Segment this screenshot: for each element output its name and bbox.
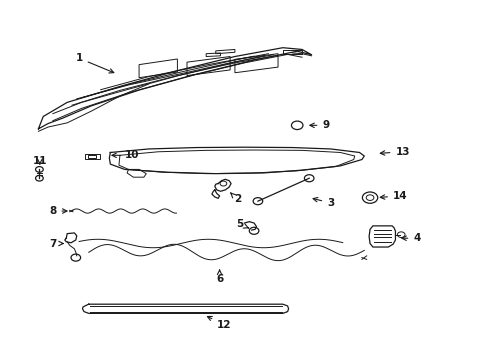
Text: 8: 8 — [49, 206, 67, 216]
Text: 14: 14 — [380, 191, 407, 201]
Text: 4: 4 — [401, 233, 420, 243]
Text: 6: 6 — [216, 270, 223, 284]
Text: 13: 13 — [380, 147, 409, 157]
Text: 1: 1 — [75, 53, 114, 73]
Text: 5: 5 — [236, 219, 248, 229]
Text: 9: 9 — [309, 120, 329, 130]
Text: 11: 11 — [33, 156, 47, 166]
Text: 12: 12 — [207, 316, 231, 330]
Text: 2: 2 — [230, 193, 241, 204]
Text: 3: 3 — [312, 198, 334, 208]
Text: 7: 7 — [49, 239, 63, 248]
Text: 10: 10 — [112, 150, 139, 160]
